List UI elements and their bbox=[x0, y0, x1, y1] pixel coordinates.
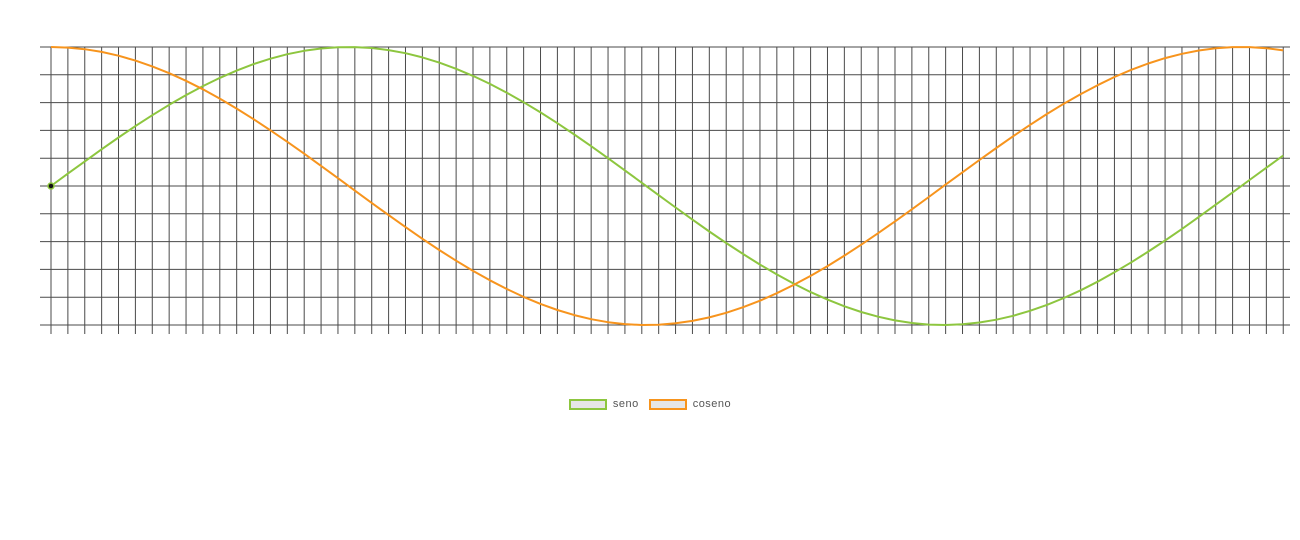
series-line-coseno bbox=[50, 46, 1284, 326]
legend-item-coseno[interactable]: coseno bbox=[648, 398, 732, 410]
data-point-seno[interactable] bbox=[47, 182, 55, 190]
legend-swatch-seno bbox=[568, 398, 607, 410]
legend-label-coseno: coseno bbox=[692, 398, 732, 410]
legend: seno coseno bbox=[0, 398, 1300, 410]
legend-swatch-coseno bbox=[648, 398, 687, 410]
legend-item-seno[interactable]: seno bbox=[568, 398, 639, 410]
grid bbox=[40, 46, 1290, 334]
legend-label-seno: seno bbox=[612, 398, 639, 410]
series-line-seno bbox=[50, 46, 1284, 326]
series-layer bbox=[47, 46, 1284, 326]
